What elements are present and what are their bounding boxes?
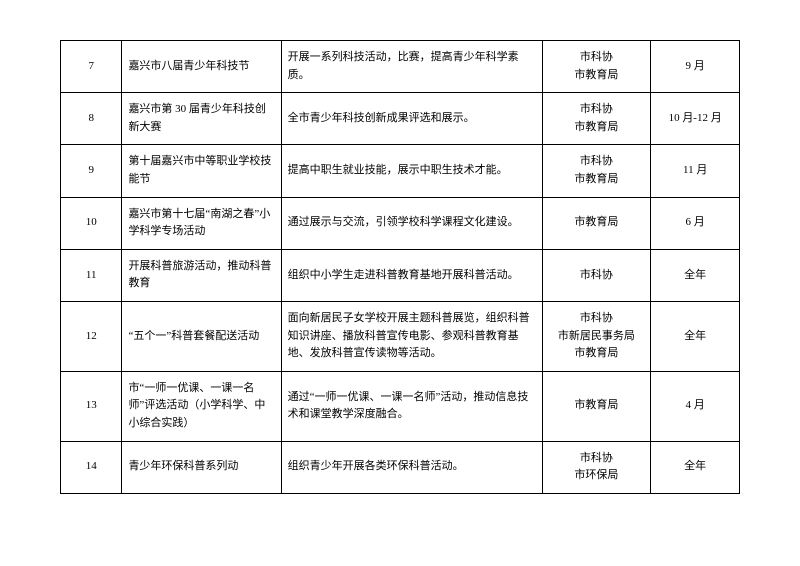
table-body: 7嘉兴市八届青少年科技节开展一系列科技活动，比赛，提高青少年科学素质。市科协市教… [61,41,740,494]
activity-description: 通过“一师一优课、一课一名师”活动，推动信息技术和课堂教学深度融合。 [281,371,542,441]
table-row: 13市“一师一优课、一课一名师”评选活动（小学科学、中小综合实践）通过“一师一优… [61,371,740,441]
activity-title: 嘉兴市第 30 届青少年科技创新大赛 [122,93,281,145]
time-period: 11 月 [651,145,740,197]
department-line: 市新居民事务局 [549,328,645,346]
department-line: 市环保局 [549,467,645,485]
table-row: 9第十届嘉兴市中等职业学校技能节提高中职生就业技能，展示中职生技术才能。市科协市… [61,145,740,197]
row-number: 14 [61,441,122,493]
activity-description: 提高中职生就业技能，展示中职生技术才能。 [281,145,542,197]
row-number: 12 [61,301,122,371]
department: 市教育局 [542,371,651,441]
row-number: 8 [61,93,122,145]
activity-description: 组织中小学生走进科普教育基地开展科普活动。 [281,249,542,301]
time-period: 6 月 [651,197,740,249]
time-period: 全年 [651,249,740,301]
department-line: 市教育局 [549,397,645,415]
row-number: 13 [61,371,122,441]
time-period: 9 月 [651,41,740,93]
department-line: 市科协 [549,49,645,67]
activity-title: 嘉兴市八届青少年科技节 [122,41,281,93]
department-line: 市科协 [549,101,645,119]
activity-description: 全市青少年科技创新成果评选和展示。 [281,93,542,145]
department-line: 市科协 [549,267,645,285]
activity-table: 7嘉兴市八届青少年科技节开展一系列科技活动，比赛，提高青少年科学素质。市科协市教… [60,40,740,494]
activity-title: “五个一”科普套餐配送活动 [122,301,281,371]
row-number: 9 [61,145,122,197]
department: 市科协市教育局 [542,93,651,145]
document-page: 7嘉兴市八届青少年科技节开展一系列科技活动，比赛，提高青少年科学素质。市科协市教… [0,0,800,534]
table-row: 8嘉兴市第 30 届青少年科技创新大赛全市青少年科技创新成果评选和展示。市科协市… [61,93,740,145]
row-number: 10 [61,197,122,249]
row-number: 7 [61,41,122,93]
department-line: 市科协 [549,153,645,171]
table-row: 7嘉兴市八届青少年科技节开展一系列科技活动，比赛，提高青少年科学素质。市科协市教… [61,41,740,93]
row-number: 11 [61,249,122,301]
activity-title: 开展科普旅游活动，推动科普教育 [122,249,281,301]
time-period: 全年 [651,301,740,371]
department: 市科协 [542,249,651,301]
time-period: 10 月-12 月 [651,93,740,145]
department-line: 市科协 [549,450,645,468]
table-row: 14青少年环保科普系列动组织青少年开展各类环保科普活动。市科协市环保局全年 [61,441,740,493]
table-row: 12“五个一”科普套餐配送活动面向新居民子女学校开展主题科普展览，组织科普知识讲… [61,301,740,371]
department-line: 市教育局 [549,119,645,137]
time-period: 4 月 [651,371,740,441]
department: 市科协市教育局 [542,145,651,197]
activity-title: 嘉兴市第十七届“南湖之春”小学科学专场活动 [122,197,281,249]
activity-title: 青少年环保科普系列动 [122,441,281,493]
activity-description: 通过展示与交流，引领学校科学课程文化建设。 [281,197,542,249]
department-line: 市教育局 [549,214,645,232]
department-line: 市科协 [549,310,645,328]
table-row: 11开展科普旅游活动，推动科普教育组织中小学生走进科普教育基地开展科普活动。市科… [61,249,740,301]
department: 市科协市教育局 [542,41,651,93]
department: 市科协市环保局 [542,441,651,493]
activity-description: 面向新居民子女学校开展主题科普展览，组织科普知识讲座、播放科普宣传电影、参观科普… [281,301,542,371]
activity-title: 第十届嘉兴市中等职业学校技能节 [122,145,281,197]
department-line: 市教育局 [549,67,645,85]
activity-description: 开展一系列科技活动，比赛，提高青少年科学素质。 [281,41,542,93]
department: 市教育局 [542,197,651,249]
table-row: 10嘉兴市第十七届“南湖之春”小学科学专场活动通过展示与交流，引领学校科学课程文… [61,197,740,249]
department-line: 市教育局 [549,345,645,363]
department: 市科协市新居民事务局市教育局 [542,301,651,371]
activity-description: 组织青少年开展各类环保科普活动。 [281,441,542,493]
department-line: 市教育局 [549,171,645,189]
time-period: 全年 [651,441,740,493]
activity-title: 市“一师一优课、一课一名师”评选活动（小学科学、中小综合实践） [122,371,281,441]
